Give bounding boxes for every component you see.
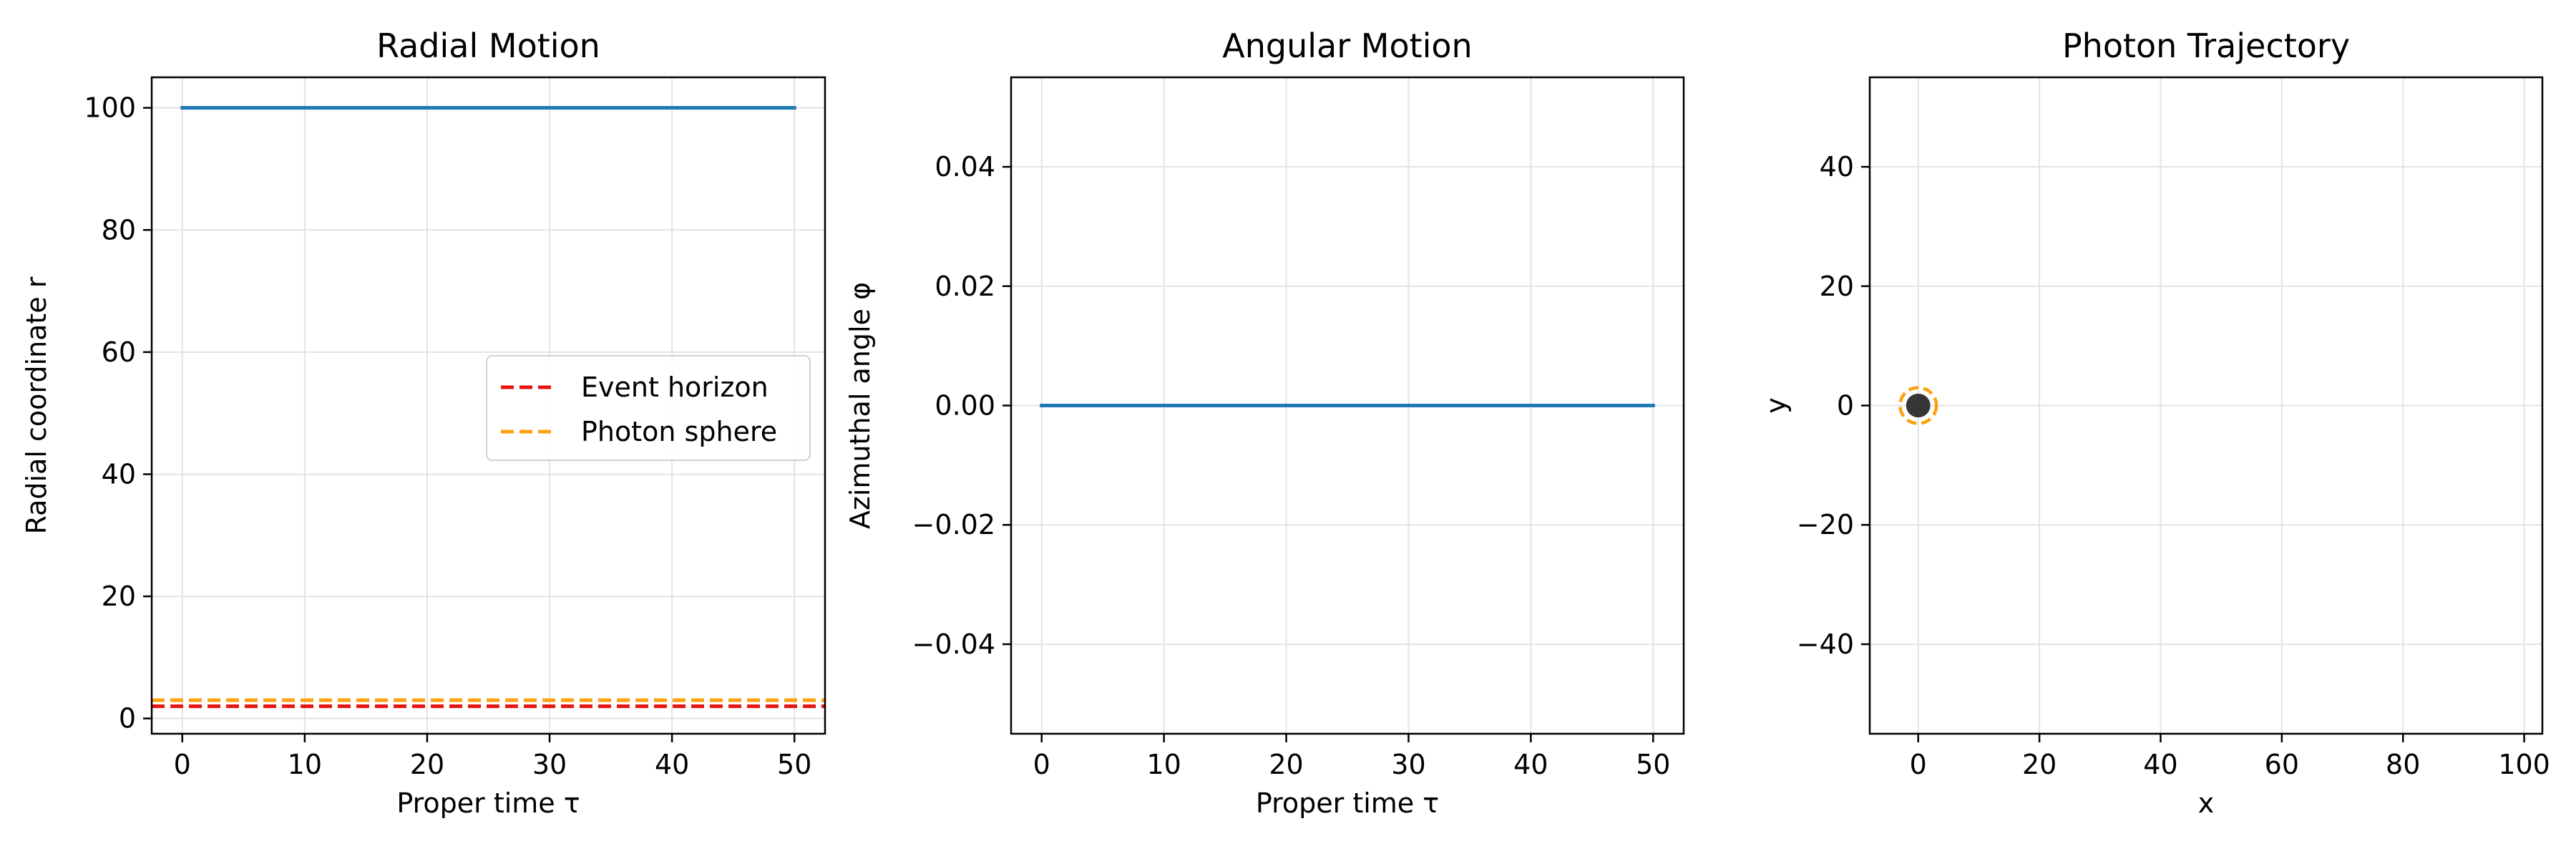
x-tick-label: 40 (2143, 749, 2177, 780)
x-tick-label: 0 (1910, 749, 1927, 780)
x-tick-label: 30 (1391, 749, 1425, 780)
x-tick-label: 100 (2498, 749, 2550, 780)
x-tick-label: 80 (2386, 749, 2420, 780)
y-tick-label: 20 (1820, 271, 1854, 302)
black-hole-disk (1906, 393, 1931, 418)
y-tick-label: 0.04 (935, 151, 995, 183)
y-tick-label: 0.00 (935, 390, 995, 422)
legend-label-2: Photon sphere (581, 416, 777, 447)
y-tick-label: 60 (102, 336, 136, 368)
chart-title: Radial Motion (376, 26, 600, 65)
chart-panel-3: 0 20 40 60 80 100 −40 −20 0 20 40 Photon Trajectory… (1760, 26, 2550, 819)
x-tick-label: 50 (777, 749, 811, 780)
y-tick-label: −0.04 (912, 629, 995, 660)
x-axis-label: Proper time τ (396, 787, 580, 819)
x-tick-label: 20 (1269, 749, 1303, 780)
plot-area (1898, 386, 1938, 425)
y-axis-label: Radial coordinate r (21, 276, 52, 534)
y-tick-label: 100 (84, 92, 136, 124)
y-tick-label: 0 (119, 703, 136, 734)
x-tick-label: 30 (532, 749, 567, 780)
y-tick-label: 0.02 (935, 271, 995, 302)
chart-title: Angular Motion (1222, 26, 1472, 65)
y-tick-label: 40 (102, 458, 136, 490)
x-tick-label: 50 (1636, 749, 1670, 780)
photon-sphere-circle (1898, 386, 1938, 425)
x-tick-label: 10 (1146, 749, 1181, 780)
legend-label-1: Event horizon (581, 372, 769, 403)
x-axis-label: Proper time τ (1256, 787, 1439, 819)
y-tick-label: 40 (1820, 151, 1854, 183)
x-tick-label: 0 (174, 749, 191, 780)
x-tick-label: 40 (1513, 749, 1548, 780)
y-tick-label: 80 (102, 214, 136, 246)
x-axis-label: x (2198, 787, 2215, 819)
y-tick-label: 0 (1837, 390, 1854, 422)
legend-box (486, 355, 811, 461)
x-tick-label: 40 (655, 749, 689, 780)
y-tick-label: −20 (1797, 509, 1854, 540)
y-tick-label: 20 (102, 581, 136, 612)
x-tick-label: 20 (410, 749, 444, 780)
x-tick-label: 60 (2265, 749, 2299, 780)
chart-panel-2: 0 10 20 30 40 50 −0.04 −0.02 0.00 0.02 0.04 Angular… (844, 26, 1685, 819)
chart-panel-1: 0 10 20 30 40 50 0 20 40 60 80 100 Radial Motion Prop… (21, 26, 826, 819)
plot-area (152, 106, 825, 709)
x-tick-label: 0 (1033, 749, 1050, 780)
x-tick-label: 20 (2022, 749, 2057, 780)
y-axis-label: y (1760, 397, 1792, 414)
chart-title: Photon Trajectory (2062, 26, 2350, 65)
y-tick-label: −0.02 (912, 509, 995, 540)
x-tick-label: 10 (288, 749, 322, 780)
axes-frame (150, 76, 826, 735)
legend: Event horizon Photon sphere (486, 355, 811, 461)
y-axis-label: Azimuthal angle φ (844, 282, 876, 529)
y-tick-label: −40 (1797, 629, 1854, 660)
